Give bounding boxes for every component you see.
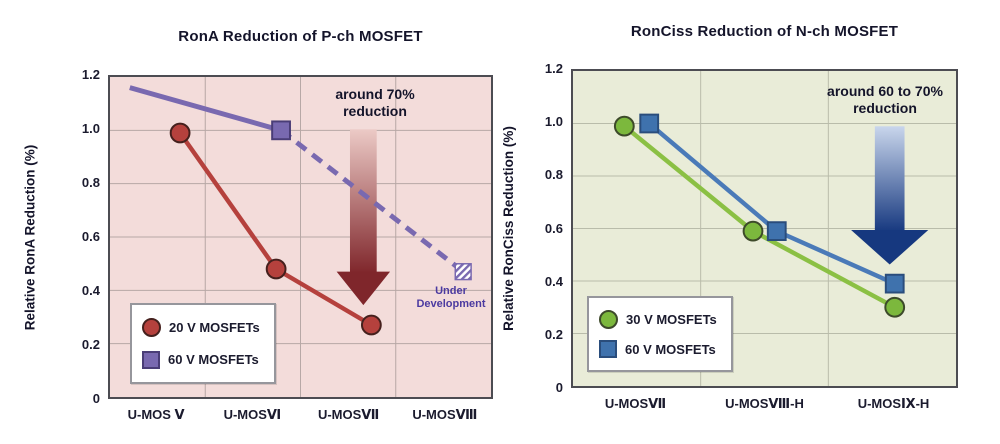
y-axis-ticks: 1.2 1.0 0.8 0.6 0.4 0.2 0 xyxy=(0,67,100,406)
legend-item: 20 V MOSFETs xyxy=(142,318,274,338)
legend-label: 20 V MOSFETs xyxy=(169,320,260,336)
legend-label: 30 V MOSFETs xyxy=(626,311,717,327)
y-tick-label: 0 xyxy=(555,380,563,395)
data-point-marker xyxy=(766,221,787,241)
series-line xyxy=(647,121,779,233)
reduction-arrow-head xyxy=(336,271,391,306)
x-tick-label: U-MOSⅨ-H xyxy=(857,396,930,411)
y-tick-label: 0.4 xyxy=(81,282,100,298)
x-axis-labels: U-MOSⅦ U-MOSⅧ-H U-MOSⅨ-H xyxy=(571,396,958,416)
circle-swatch-icon xyxy=(142,318,161,338)
plot-area: around 60 to 70% reduction 30 V MOSFETs 6… xyxy=(571,69,958,388)
annotation-line: around 60 to 70% xyxy=(827,83,943,99)
plot-canvas xyxy=(573,71,956,386)
data-point-marker xyxy=(265,258,287,280)
series-line xyxy=(274,267,373,327)
reduction-arrow-shaft xyxy=(349,129,377,274)
data-point-marker xyxy=(360,314,382,336)
y-tick-label: 0.2 xyxy=(544,326,563,342)
under-development-note: Under Development xyxy=(391,285,511,311)
circle-swatch-icon xyxy=(599,309,618,329)
y-tick-label: 0.8 xyxy=(544,167,563,183)
legend: 30 V MOSFETs 60 V MOSFETs xyxy=(587,296,733,372)
data-point-marker xyxy=(884,296,906,318)
y-axis-ticks: 1.2 1.0 0.8 0.6 0.4 0.2 0 xyxy=(500,61,563,395)
legend-item: 30 V MOSFETs xyxy=(599,309,731,329)
plot-canvas xyxy=(110,77,491,397)
data-point-marker xyxy=(271,120,291,141)
data-point-marker xyxy=(613,115,635,137)
data-point-marker xyxy=(742,220,764,242)
x-tick-label: U-MOS Ⅴ xyxy=(127,407,185,422)
legend-item: 60 V MOSFETs xyxy=(599,340,731,359)
chart-pch-rona: RonA Reduction of P-ch MOSFET Relative R… xyxy=(0,28,493,427)
reduction-annotation: around 60 to 70% reduction xyxy=(785,83,985,117)
series-line xyxy=(129,85,282,133)
legend-label: 60 V MOSFETs xyxy=(625,341,716,357)
y-tick-label: 1.0 xyxy=(544,114,563,130)
y-tick-label: 0.6 xyxy=(544,220,563,236)
x-tick-label: U-MOSⅥ xyxy=(223,407,282,422)
reduction-arrow-shaft xyxy=(874,126,905,232)
y-tick-label: 0.6 xyxy=(81,229,100,244)
y-tick-label: 0 xyxy=(92,391,100,406)
legend-item: 60 V MOSFETs xyxy=(142,350,274,369)
y-tick-label: 0.4 xyxy=(544,273,563,289)
series-line xyxy=(622,124,755,233)
y-tick-label: 1.2 xyxy=(81,67,100,82)
y-tick-label: 1.2 xyxy=(544,61,563,76)
reduction-arrow-head xyxy=(851,229,929,265)
plot-area: around 70% reduction Under Development 2… xyxy=(108,75,493,399)
series-line xyxy=(178,131,278,271)
legend: 20 V MOSFETs 60 V MOSFETs xyxy=(130,303,276,384)
square-swatch-icon xyxy=(142,350,160,369)
y-tick-label: 0.8 xyxy=(81,174,100,190)
reduction-annotation: around 70% reduction xyxy=(275,86,475,120)
series-line xyxy=(775,229,896,286)
legend-label: 60 V MOSFETs xyxy=(168,352,259,368)
annotation-line: around 70% xyxy=(335,86,415,102)
chart-nch-ronciss: RonCiss Reduction of N-ch MOSFET Relativ… xyxy=(500,0,1000,444)
annotation-line: reduction xyxy=(343,103,407,119)
annotation-line: reduction xyxy=(853,100,917,116)
y-tick-label: 1.0 xyxy=(81,120,100,136)
series-line xyxy=(751,229,896,310)
note-line: Development xyxy=(416,298,486,310)
under-development-marker xyxy=(454,263,472,281)
data-point-marker xyxy=(169,122,191,144)
x-axis-labels: U-MOS Ⅴ U-MOSⅥ U-MOSⅦ U-MOSⅧ xyxy=(108,407,493,427)
note-line: Under xyxy=(435,285,467,297)
chart-title: RonCiss Reduction of N-ch MOSFET xyxy=(630,23,899,40)
data-point-marker xyxy=(884,273,905,294)
x-tick-label: U-MOSⅧ xyxy=(412,407,478,422)
data-point-marker xyxy=(639,113,660,134)
x-tick-label: U-MOSⅧ-H xyxy=(725,396,804,411)
x-tick-label: U-MOSⅦ xyxy=(317,407,380,422)
chart-title: RonA Reduction of P-ch MOSFET xyxy=(178,28,423,45)
x-tick-label: U-MOSⅦ xyxy=(604,396,667,411)
square-swatch-icon xyxy=(599,340,617,359)
y-tick-label: 0.2 xyxy=(81,337,100,352)
